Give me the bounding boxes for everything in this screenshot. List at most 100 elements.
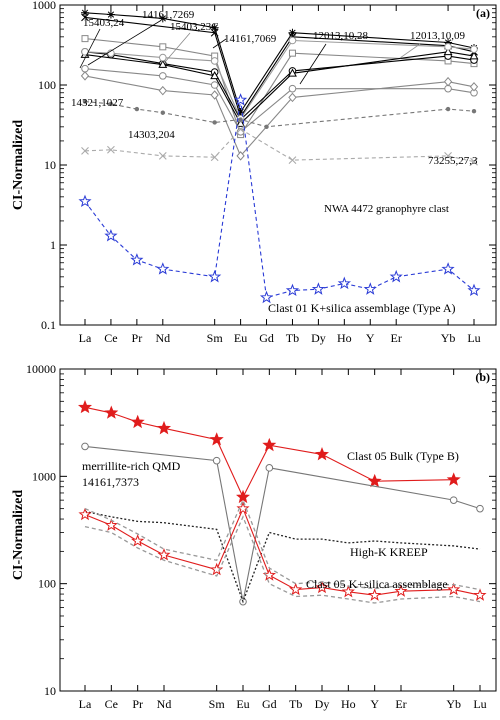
- data-point-la: [81, 64, 89, 73]
- series-line: [84, 515, 481, 604]
- data-point-ho: [341, 584, 355, 598]
- x-tick-label-sm: Sm: [207, 331, 224, 345]
- label-clast-05-bulk: Clast 05 Bulk (Type B): [347, 449, 459, 463]
- data-point-yb: [443, 76, 453, 87]
- panel-b: CI-Normalized (b) 10 100 1000 10000 La Ce Pr Nd…: [11, 362, 497, 711]
- data-point-nd: [160, 110, 165, 115]
- label-14161-7269: 14161,7269: [142, 9, 195, 21]
- data-point-yb: [446, 472, 461, 486]
- x-tick-label-er: Er: [391, 331, 402, 345]
- data-point-nd: [156, 262, 170, 275]
- x-tick-label-sm: Sm: [209, 697, 226, 711]
- data-point-sm: [210, 28, 219, 37]
- y-tick-label: 1000: [32, 469, 56, 483]
- y-axis-label-b: CI-Normalized: [11, 490, 26, 580]
- data-point-sm: [210, 57, 219, 65]
- x-tick-label-gd: Gd: [259, 331, 274, 345]
- data-point-la: [80, 71, 90, 81]
- y-tick-label: 10000: [26, 362, 56, 376]
- plot-frame-b: [59, 368, 497, 692]
- data-point-nd: [158, 59, 168, 68]
- x-tick-label-la: La: [79, 697, 92, 711]
- data-point-dy: [311, 282, 325, 295]
- data-point-nd: [159, 72, 167, 80]
- data-point-eu: [234, 93, 248, 106]
- data-point-pr: [134, 106, 140, 112]
- x-tick-label-nd: Nd: [155, 331, 170, 345]
- series-high-k-kreep: [84, 510, 481, 604]
- series-line: [84, 406, 454, 499]
- series-12013-10-28: [80, 46, 479, 127]
- pointer-15403-24: [79, 28, 101, 69]
- data-point-eu: [236, 489, 250, 504]
- x-tick-label-tb: Tb: [289, 697, 302, 711]
- data-point-nd: [158, 151, 167, 160]
- data-point-yb: [449, 496, 458, 504]
- data-point-lu: [469, 51, 479, 60]
- data-point-nd: [159, 53, 167, 62]
- data-point-ce: [104, 405, 119, 419]
- data-point-ce: [106, 10, 115, 19]
- series-band-5: [84, 515, 481, 604]
- data-point-eu: [236, 151, 245, 161]
- data-point-gd: [262, 437, 277, 452]
- label-14161-7373: 14161,7373: [82, 475, 139, 489]
- data-point-la: [81, 8, 89, 17]
- series-14303-204: [80, 71, 479, 161]
- label-14161-7069: 14161,7069: [224, 33, 277, 45]
- x-tick-label-pr: Pr: [132, 331, 143, 345]
- series-73255-27-3: [82, 99, 477, 130]
- data-point-y: [363, 282, 377, 295]
- y-tick-label: 10: [44, 684, 56, 698]
- data-point-gd: [264, 124, 269, 130]
- label-14303-204: 14303,204: [128, 129, 175, 141]
- label-15403-24: 15403,24: [83, 17, 125, 29]
- x-tick-label-tb: Tb: [286, 331, 299, 345]
- series-line: [84, 51, 475, 121]
- label-73255-27-3: 73255,27,3: [428, 155, 478, 167]
- series-clast-01-k-silica-assemblage-type-a: [78, 93, 481, 304]
- series-line: [84, 68, 475, 133]
- data-point-gd: [259, 290, 274, 304]
- data-point-sm: [210, 23, 219, 32]
- x-tick-label-y: Y: [366, 331, 375, 345]
- data-point-nd: [157, 548, 171, 561]
- data-point-tb: [288, 49, 296, 57]
- data-point-eu: [236, 125, 245, 134]
- label-14321-1027: 14321,1027: [71, 97, 124, 109]
- data-point-lu: [469, 82, 479, 92]
- label-clast-01: Clast 01 K+silica assemblage (Type A): [268, 301, 456, 315]
- data-point-la: [81, 147, 89, 155]
- label-15403-23c: 15403,23C: [170, 21, 219, 33]
- series-line: [84, 498, 481, 591]
- ticks-a: 0.1 1 10 100 1000 La Ce Pr Nd Sm Eu Gd Tb Dy Ho Y Er Yb Lu: [32, 0, 496, 345]
- data-point-yb: [444, 151, 452, 160]
- x-tick-label-eu: Eu: [236, 697, 249, 711]
- data-point-tb: [285, 283, 300, 297]
- data-point-la: [78, 399, 92, 414]
- pointer-14161-7269: [87, 20, 161, 66]
- data-point-eu: [236, 118, 246, 127]
- series-line: [84, 75, 475, 157]
- x-tick-label-yb: Yb: [441, 331, 456, 345]
- data-point-nd: [157, 420, 171, 435]
- x-tick-label-ce: Ce: [104, 331, 117, 345]
- series-15403-24: [81, 8, 478, 116]
- label-12013-10-09: 12013,10,09: [410, 30, 466, 42]
- series-14321-1027: [81, 64, 478, 136]
- data-point-gd: [265, 464, 274, 472]
- x-tick-label-lu: Lu: [473, 697, 486, 711]
- series-line: [84, 101, 475, 128]
- data-point-yb: [443, 46, 453, 56]
- panel-label-b: (b): [475, 370, 490, 384]
- ticks-b: 10 100 1000 10000 La Ce Pr Nd Sm Eu Gd Tb Dy Ho Y Er Yb L…: [26, 362, 496, 711]
- panel-a: CI-Normalized (a) 0.1 1 10 100 1000 La Ce Pr Nd S…: [11, 0, 497, 345]
- data-point-sm: [210, 81, 219, 89]
- pointer-12013-10-28: [299, 43, 327, 85]
- x-tick-label-ce: Ce: [105, 697, 118, 711]
- label-12013-10-28: 12013,10,28: [313, 30, 369, 42]
- data-point-tb: [288, 582, 303, 596]
- data-point-ho: [337, 276, 352, 290]
- y-tick-label: 1000: [32, 0, 56, 12]
